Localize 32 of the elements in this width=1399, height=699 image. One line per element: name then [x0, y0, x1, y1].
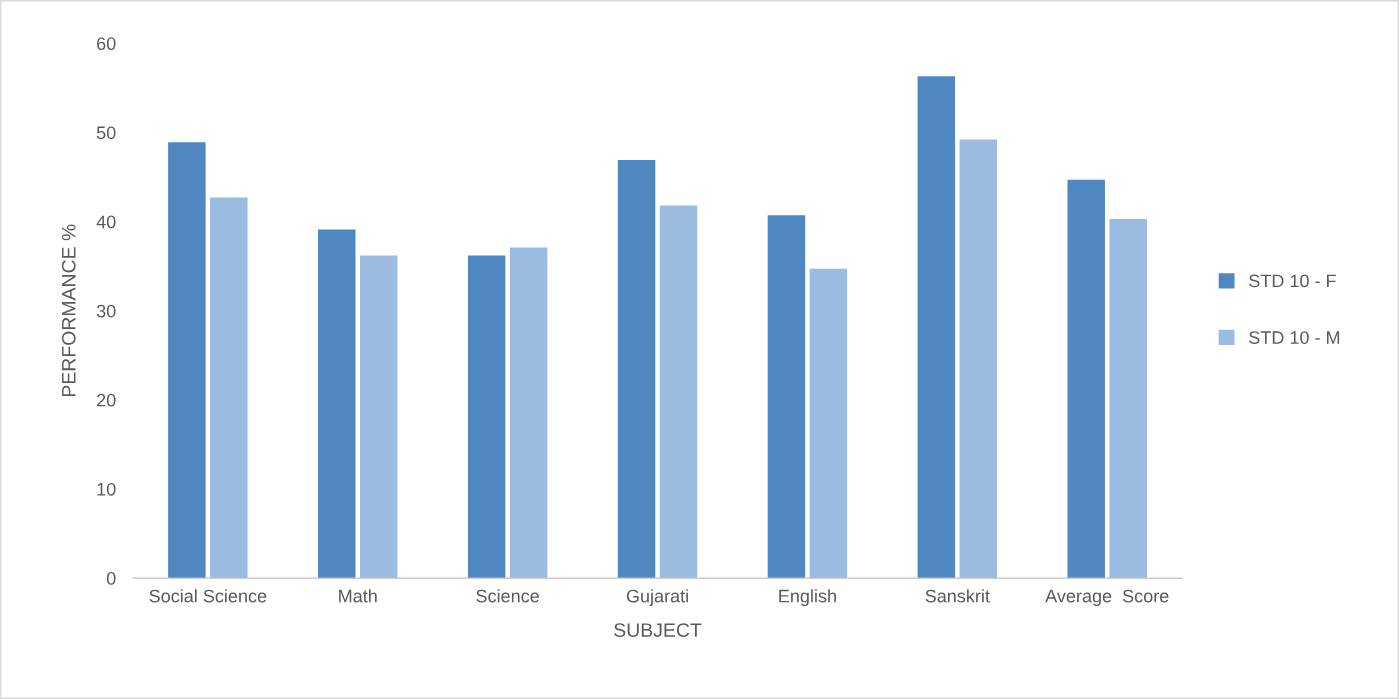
bar	[767, 215, 806, 579]
bar	[168, 142, 206, 579]
bar	[617, 160, 656, 579]
y-tick-label: 60	[97, 37, 116, 51]
x-tick-label: English	[779, 589, 836, 607]
y-tick-label: 30	[96, 304, 116, 318]
y-tick-label: 40	[96, 215, 116, 229]
bar	[509, 247, 548, 579]
bar	[359, 255, 398, 579]
x-axis-title: SUBJECT	[614, 623, 702, 637]
legend-label: STD 10 - M	[1249, 331, 1340, 344]
legend-label: STD 10 - F	[1249, 274, 1336, 288]
bar	[1067, 179, 1105, 579]
bar	[659, 205, 698, 579]
y-tick-label: 10	[97, 482, 116, 496]
x-tick-label: Science	[476, 589, 539, 603]
y-tick-label: 0	[106, 572, 116, 585]
x-tick-label: Gujarati	[626, 589, 688, 607]
bar	[467, 255, 506, 579]
bar	[210, 197, 248, 579]
bar	[318, 229, 356, 579]
bar	[1109, 218, 1147, 579]
x-tick-label: Sanskrit	[925, 589, 990, 603]
x-tick-label: Average Score	[1045, 589, 1169, 607]
bar	[809, 268, 848, 579]
bar	[959, 139, 998, 579]
y-tick-label: 20	[97, 393, 116, 407]
bar	[917, 76, 956, 579]
x-tick-label: Social Science	[149, 589, 267, 603]
x-tick-label: Math	[339, 589, 377, 603]
y-axis-title: PERFORMANCE %	[61, 224, 76, 397]
y-tick-label: 50	[96, 126, 116, 140]
